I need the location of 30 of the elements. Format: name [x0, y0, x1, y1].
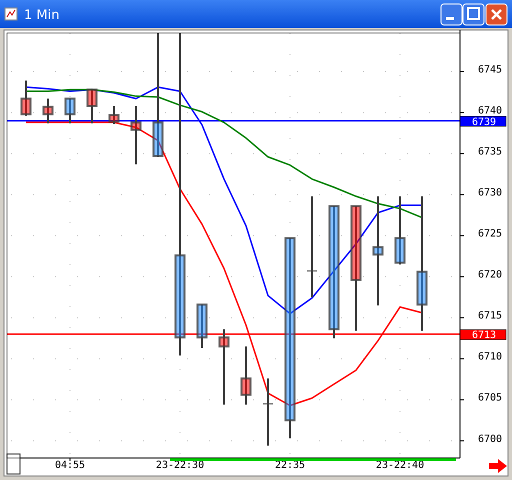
x-tick-label: 22:35 — [274, 460, 306, 471]
candlestick — [152, 33, 164, 158]
candlestick — [196, 304, 208, 350]
candlestick — [20, 80, 32, 117]
candlestick — [416, 195, 428, 332]
ref-line-label: 6713 — [472, 330, 496, 342]
candlestick — [372, 195, 384, 306]
y-tick-label: 6730 — [478, 188, 502, 199]
candlestick — [350, 205, 362, 332]
y-tick-label: 6715 — [478, 310, 502, 322]
y-tick-label: 6705 — [478, 392, 502, 404]
y-tick-label: 6745 — [478, 64, 502, 76]
x-tick-label: 23-22:40 — [376, 460, 424, 471]
y-tick-label: 6725 — [478, 228, 502, 240]
candlestick — [240, 345, 252, 406]
y-tick-label: 6735 — [478, 146, 502, 158]
line-series — [25, 88, 423, 218]
y-tick-label: 6720 — [478, 270, 502, 281]
x-tick-label: 04:55 — [54, 460, 86, 471]
candlestick — [328, 205, 340, 340]
y-tick-label: 6740 — [478, 106, 502, 117]
y-tick-label: 6710 — [478, 352, 502, 363]
candlestick — [64, 98, 76, 124]
x-tick-label: 23-22:30 — [156, 460, 204, 471]
ref-line-label: 6739 — [472, 116, 496, 128]
candlestick — [307, 195, 317, 298]
chart-title: 1 Min — [24, 8, 60, 23]
candlestick — [394, 195, 406, 266]
y-tick-label: 6700 — [478, 434, 502, 445]
candlestick — [263, 377, 273, 447]
